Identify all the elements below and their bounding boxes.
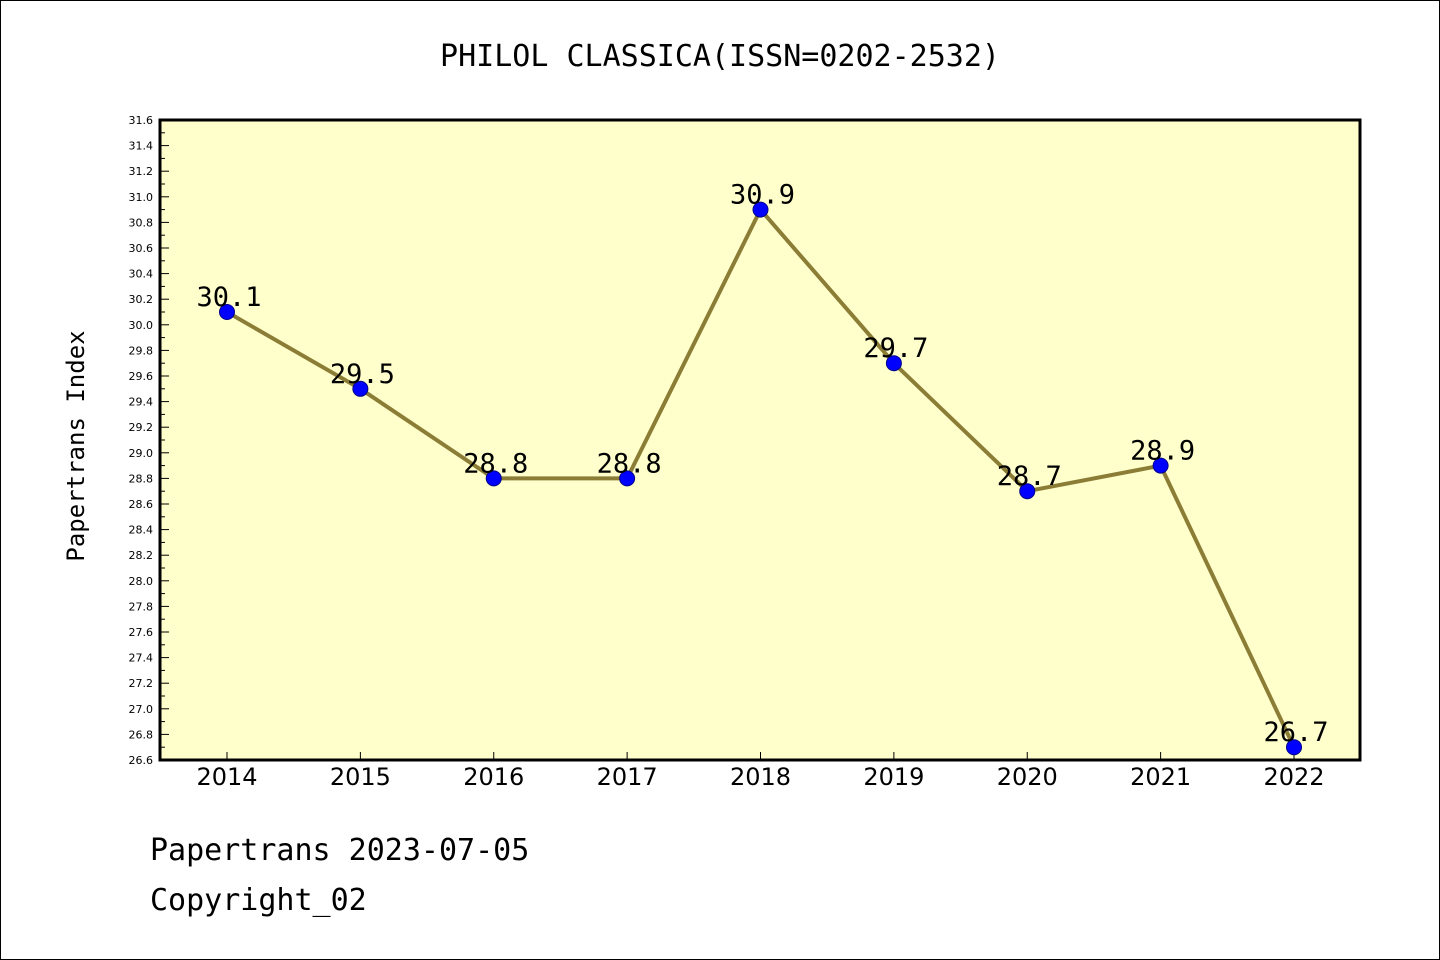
y-tick-label: 27.8: [129, 600, 154, 613]
x-tick-label: 2016: [463, 763, 524, 791]
data-point-marker: [885, 355, 902, 372]
y-tick-label: 27.2: [129, 677, 154, 690]
y-tick-label: 27.0: [129, 703, 154, 716]
y-tick-label: 26.8: [129, 728, 154, 741]
x-tick-label: 2020: [997, 763, 1058, 791]
y-tick-label: 28.6: [129, 498, 154, 511]
y-tick-label: 31.4: [129, 140, 154, 153]
y-axis-ticks: 26.6 26.8 27.0 27.2 27.4 27.6 27.8 28.0 28.2 28.4…: [129, 114, 169, 767]
x-tick-label: 2019: [863, 763, 924, 791]
footer-date: Papertrans 2023-07-05: [150, 833, 530, 868]
data-point-marker: [752, 201, 769, 218]
y-tick-label: 29.4: [129, 396, 154, 409]
y-axis-label: Papertrans Index: [62, 330, 90, 561]
y-tick-label: 31.2: [129, 165, 154, 178]
y-tick-label: 29.2: [129, 421, 154, 434]
data-point-marker: [352, 380, 369, 397]
y-tick-label: 29.8: [129, 344, 154, 357]
x-tick-label: 2022: [1263, 763, 1324, 791]
y-tick-label: 28.4: [129, 524, 154, 537]
y-tick-label: 28.2: [129, 549, 154, 562]
series-markers: [219, 201, 1302, 756]
plot-area: [160, 120, 1360, 760]
x-axis-ticks: 2014 2015 2016 2017 2018 2019 2020 2021 2022: [196, 752, 1325, 791]
x-tick-label: 2017: [597, 763, 658, 791]
data-point-marker: [219, 304, 235, 320]
data-label: 26.7: [1263, 717, 1328, 748]
data-point-marker: [485, 470, 502, 487]
y-tick-label: 27.6: [129, 626, 154, 639]
chart-title: PHILOL CLASSICA(ISSN=0202-2532): [440, 39, 1000, 74]
data-label: 29.7: [863, 333, 928, 364]
y-tick-label: 29.0: [129, 447, 154, 460]
data-point-marker: [1286, 739, 1302, 756]
data-label: 30.9: [730, 180, 795, 211]
y-tick-label: 30.8: [129, 216, 154, 229]
x-tick-label: 2021: [1130, 763, 1191, 791]
y-tick-label: 26.6: [129, 754, 154, 767]
data-label: 30.1: [196, 282, 261, 313]
y-tick-label: 28.0: [129, 575, 154, 588]
data-point-marker: [619, 470, 636, 487]
data-label: 28.8: [463, 448, 528, 479]
data-label: 28.9: [1130, 436, 1195, 467]
data-label: 28.7: [997, 461, 1062, 492]
data-label: 28.8: [597, 448, 662, 479]
x-tick-label: 2018: [730, 763, 791, 791]
y-tick-label: 30.0: [129, 319, 154, 332]
data-point-marker: [1019, 483, 1036, 500]
y-tick-label: 28.8: [129, 472, 154, 485]
y-tick-label: 29.6: [129, 370, 154, 383]
plot-border: [158, 118, 1362, 762]
data-labels: 30.1 29.5 28.8 28.8 30.9 29.7 28.7 28.9 26.7: [196, 180, 1328, 749]
data-point-marker: [1152, 457, 1169, 474]
y-tick-label: 31.0: [129, 191, 154, 204]
x-tick-label: 2014: [196, 763, 257, 791]
y-tick-label: 30.2: [129, 293, 154, 306]
x-tick-label: 2015: [330, 763, 391, 791]
y-tick-label: 30.4: [129, 268, 154, 281]
footer-copyright: Copyright_02: [150, 883, 367, 918]
y-tick-label: 31.6: [129, 114, 154, 127]
y-tick-label: 27.4: [129, 652, 154, 665]
y-tick-label: 30.6: [129, 242, 154, 255]
data-label: 29.5: [330, 359, 395, 390]
